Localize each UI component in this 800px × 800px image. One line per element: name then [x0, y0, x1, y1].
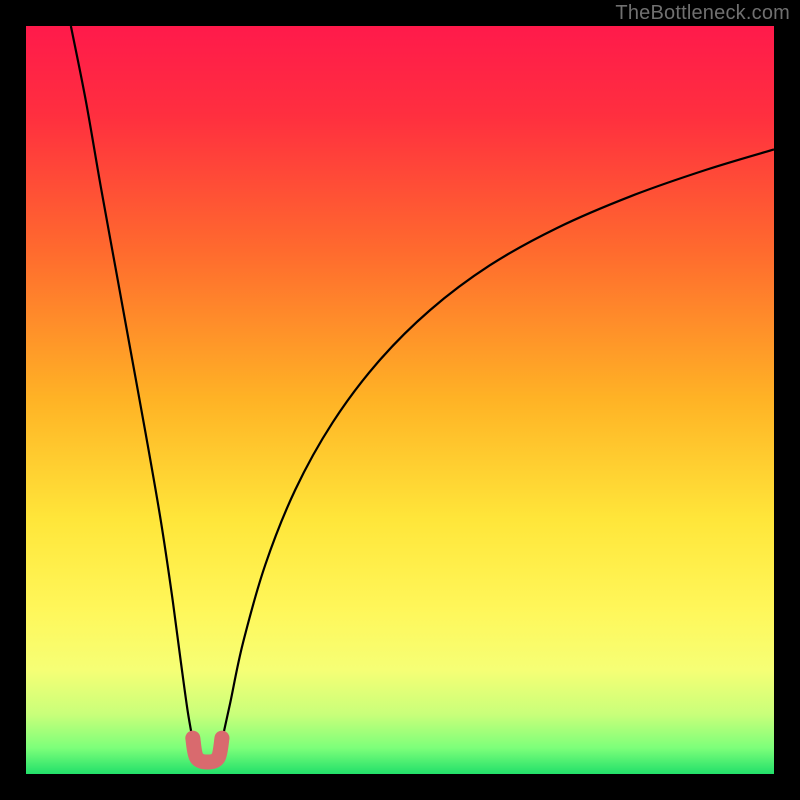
bottleneck-chart: [0, 0, 800, 800]
watermark-text: TheBottleneck.com: [615, 2, 790, 25]
chart-canvas: TheBottleneck.com: [0, 0, 800, 800]
gradient-plot-area: [26, 26, 774, 774]
